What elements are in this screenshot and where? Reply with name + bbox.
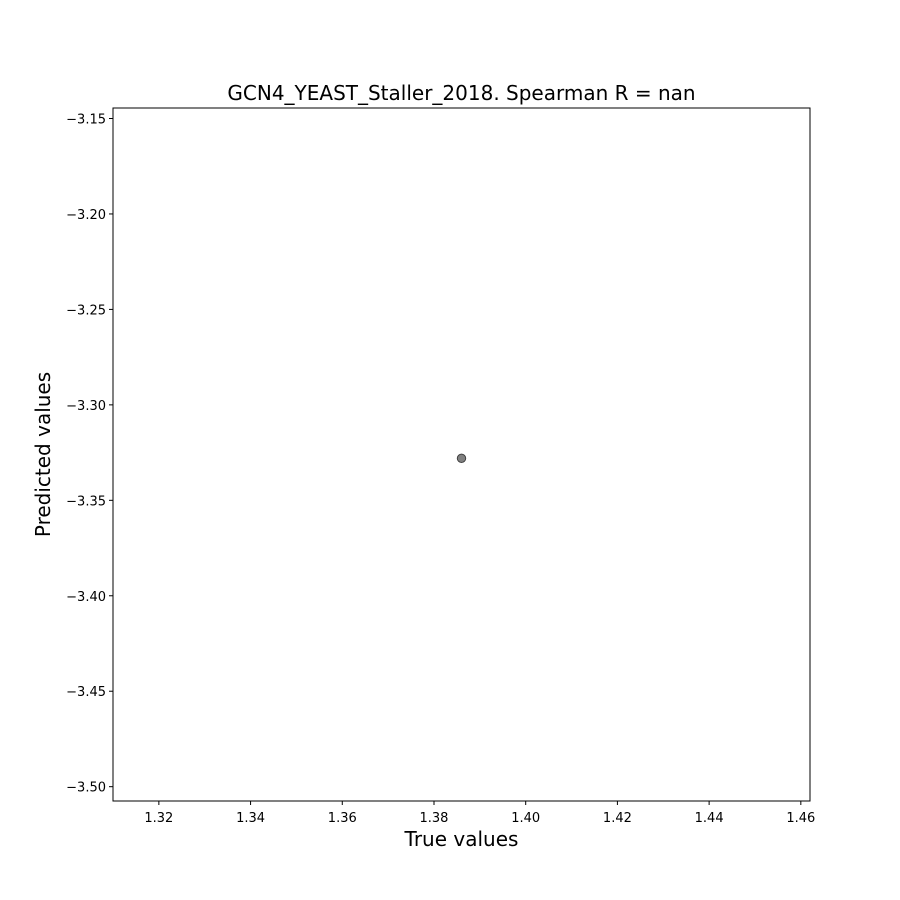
x-tick-label: 1.46 (786, 811, 815, 826)
x-tick-label: 1.38 (420, 811, 449, 826)
y-tick-label: −3.20 (66, 208, 106, 223)
x-tick-label: 1.42 (603, 811, 632, 826)
y-axis-label: Predicted values (31, 372, 55, 537)
y-tick-label: −3.15 (66, 113, 106, 128)
x-tick-label: 1.34 (236, 811, 265, 826)
chart-title: GCN4_YEAST_Staller_2018. Spearman R = na… (227, 81, 695, 105)
x-tick-label: 1.40 (511, 811, 540, 826)
y-tick-label: −3.30 (66, 399, 106, 414)
x-tick-label: 1.36 (328, 811, 357, 826)
data-points (456, 453, 467, 464)
x-axis-label: True values (404, 827, 519, 851)
y-tick-label: −3.25 (66, 303, 106, 318)
y-tick-label: −3.50 (66, 781, 106, 796)
y-tick-label: −3.35 (66, 494, 106, 509)
scatter-point (456, 453, 467, 464)
x-axis-ticks: 1.32 1.34 1.36 1.38 1.40 1.42 1.44 1.46 (144, 801, 815, 826)
x-tick-label: 1.32 (144, 811, 173, 826)
x-tick-label: 1.44 (695, 811, 724, 826)
y-axis-ticks: −3.15 −3.20 −3.25 −3.30 −3.35 −3.40 −3.45 −3.50 (66, 113, 113, 796)
y-tick-label: −3.45 (66, 685, 106, 700)
plot-area (112, 107, 811, 802)
y-tick-label: −3.40 (66, 590, 106, 605)
